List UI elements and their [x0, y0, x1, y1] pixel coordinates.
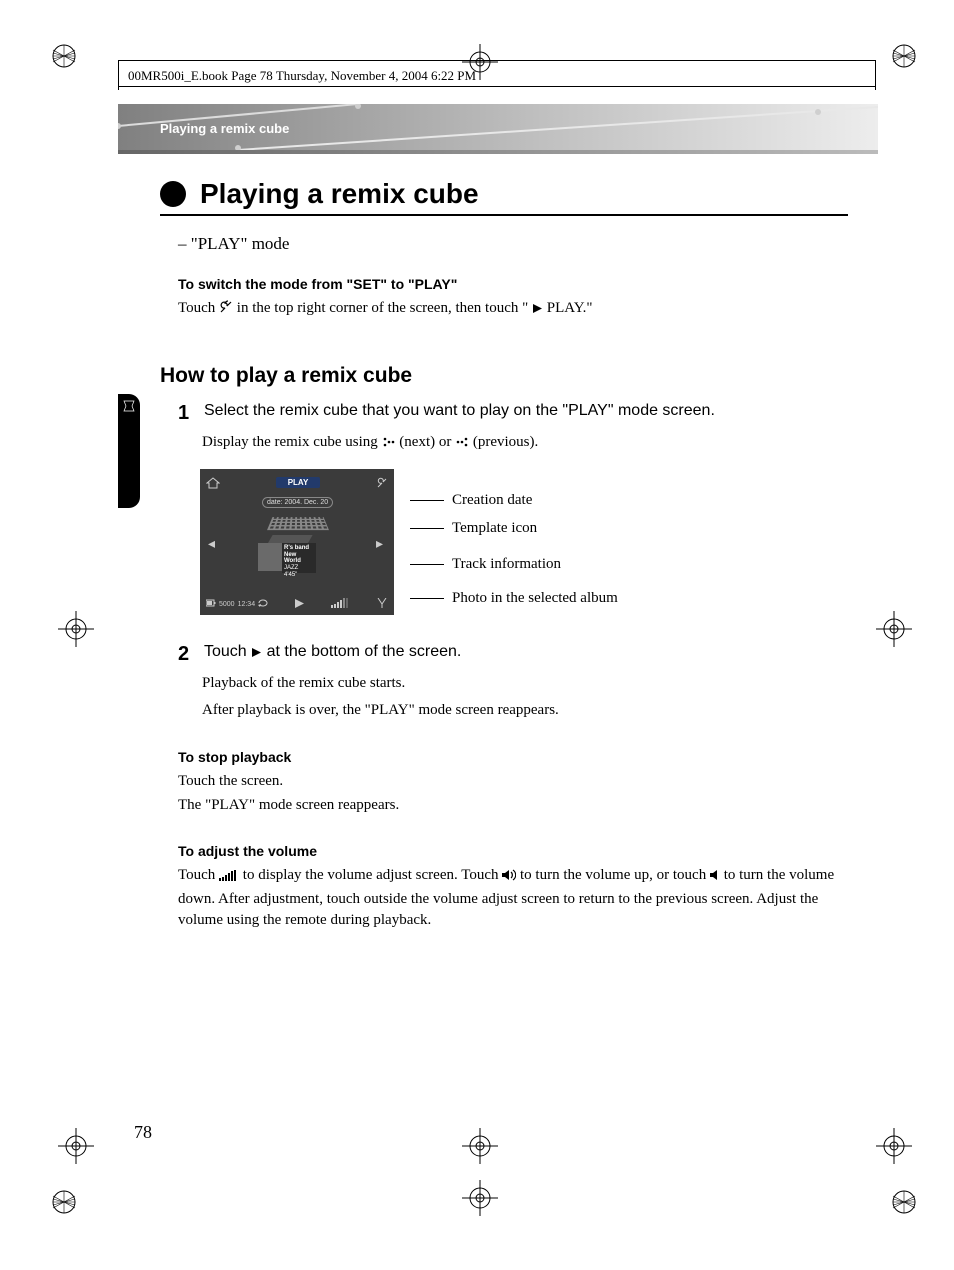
crop-mark-tr — [890, 42, 918, 70]
step2-pre: Touch — [204, 643, 251, 660]
page-number: 78 — [134, 1122, 152, 1143]
vol-a: Touch — [178, 867, 219, 883]
switch-text-post: PLAY." — [547, 300, 593, 316]
step1-mid: (next) or — [399, 434, 455, 450]
side-tab-label: REMIX — [122, 424, 139, 477]
play-triangle-icon — [251, 645, 262, 663]
annotations-column: Creation date Template icon Track inform… — [410, 469, 618, 617]
screen-template-grid — [267, 517, 329, 530]
switch-heading: To switch the mode from "SET" to "PLAY" — [178, 276, 860, 292]
volume-bars-icon — [331, 598, 349, 610]
cube-line2: New World — [284, 552, 314, 565]
repeat-icon — [258, 599, 268, 609]
volume-down-icon — [710, 867, 720, 889]
stop-body2: The "PLAY" mode screen reappears. — [178, 795, 860, 817]
registration-mark-bl2 — [58, 1128, 94, 1164]
volume-up-icon — [502, 867, 516, 889]
registration-mark-mid-bottom — [462, 1128, 498, 1164]
step1-pre: Display the remix cube using — [202, 434, 382, 450]
howto-heading: How to play a remix cube — [160, 364, 860, 388]
header-rule — [118, 86, 876, 87]
annot-leader — [410, 564, 444, 565]
screen-date: date: 2004. Dec. 20 — [262, 497, 333, 508]
registration-mark-left — [58, 611, 94, 647]
volume-body: Touch to display the volume adjust scree… — [178, 865, 860, 932]
cube-line1: R's band — [284, 545, 314, 552]
annot-text: Track information — [452, 557, 561, 572]
step1-body: Display the remix cube using (next) or (… — [202, 431, 860, 456]
page-header-text: 00MR500i_E.book Page 78 Thursday, Novemb… — [128, 68, 476, 84]
screen-prev-arrow-icon: ◂ — [208, 535, 218, 551]
crop-mark-br — [890, 1188, 918, 1216]
vol-c: to turn the volume up, or touch — [520, 867, 710, 883]
screen-play-button-icon — [295, 599, 304, 610]
stop-heading: To stop playback — [178, 749, 860, 765]
annot-leader — [410, 500, 444, 501]
screen-cube: R's band New World JAZZ 4'45" — [258, 535, 318, 579]
device-screen: PLAY date: 2004. Dec. 20 ◂ ▸ R's band Ne… — [200, 469, 394, 615]
step2-heading: Touch at the bottom of the screen. — [204, 643, 461, 660]
screen-time: 12:34 — [238, 601, 256, 608]
step2-body2: After playback is over, the "PLAY" mode … — [202, 699, 860, 722]
screen-counter: 5000 — [219, 601, 235, 608]
step-number: 1 — [178, 402, 200, 425]
step-1: 1 Select the remix cube that you want to… — [178, 402, 860, 456]
title-underline — [160, 214, 848, 216]
volume-heading: To adjust the volume — [178, 843, 860, 859]
annot-text: Template icon — [452, 521, 537, 536]
stop-body1: Touch the screen. — [178, 771, 860, 793]
antenna-icon — [376, 598, 388, 610]
battery-icon — [206, 599, 216, 609]
step2-body1: Playback of the remix cube starts. — [202, 672, 860, 695]
step1-heading: Select the remix cube that you want to p… — [204, 402, 715, 419]
screen-topbar: PLAY — [206, 474, 388, 490]
title-row: Playing a remix cube — [160, 178, 860, 210]
banner-underline — [118, 150, 878, 154]
step1-post: (previous). — [473, 434, 538, 450]
screenshot-with-annotations: PLAY date: 2004. Dec. 20 ◂ ▸ R's band Ne… — [200, 469, 860, 617]
title-bullet-icon — [160, 181, 186, 207]
screen-play-tab: PLAY — [276, 477, 321, 488]
cube-line4: 4'45" — [284, 572, 314, 579]
volume-bars-icon — [219, 867, 239, 889]
remix-section-icon — [121, 398, 137, 414]
mode-line: – "PLAY" mode — [178, 234, 860, 254]
crop-mark-tl — [50, 42, 78, 70]
crop-mark-bl — [50, 1188, 78, 1216]
cube-line3: JAZZ — [284, 565, 314, 572]
tools-icon — [219, 300, 233, 322]
annot-creation-date: Creation date — [410, 491, 618, 509]
annot-leader — [410, 598, 444, 599]
screen-next-arrow-icon: ▸ — [376, 535, 386, 551]
switch-body: Touch in the top right corner of the scr… — [178, 298, 860, 322]
step-2: 2 Touch at the bottom of the screen. Pla… — [178, 643, 860, 721]
annot-photo: Photo in the selected album — [410, 589, 618, 607]
annot-text: Photo in the selected album — [452, 591, 618, 606]
screen-tools-icon — [376, 476, 388, 488]
annot-track-info: Track information — [410, 555, 618, 573]
dots-next-icon — [382, 433, 396, 456]
step-number: 2 — [178, 643, 200, 666]
switch-text-mid: in the top right corner of the screen, t… — [237, 300, 528, 316]
cube-left-face — [258, 543, 282, 571]
annot-leader — [410, 528, 444, 529]
step2-post: at the bottom of the screen. — [267, 643, 462, 660]
screen-bottombar: 5000 12:34 — [206, 597, 388, 611]
banner-label: Playing a remix cube — [160, 121, 289, 136]
home-icon — [206, 476, 220, 488]
annot-template-icon: Template icon — [410, 519, 618, 537]
vol-b: to display the volume adjust screen. Tou… — [243, 867, 502, 883]
registration-mark-bottom — [462, 1180, 498, 1216]
section-banner: Playing a remix cube — [118, 104, 878, 150]
play-triangle-icon — [532, 300, 543, 322]
switch-text-pre: Touch — [178, 300, 219, 316]
cube-right-face: R's band New World JAZZ 4'45" — [282, 543, 316, 573]
registration-mark-br2 — [876, 1128, 912, 1164]
page-title: Playing a remix cube — [200, 178, 479, 210]
annot-text: Creation date — [452, 493, 532, 508]
registration-mark-right — [876, 611, 912, 647]
dots-prev-icon — [455, 433, 469, 456]
main-content: Playing a remix cube – "PLAY" mode To sw… — [160, 178, 860, 932]
